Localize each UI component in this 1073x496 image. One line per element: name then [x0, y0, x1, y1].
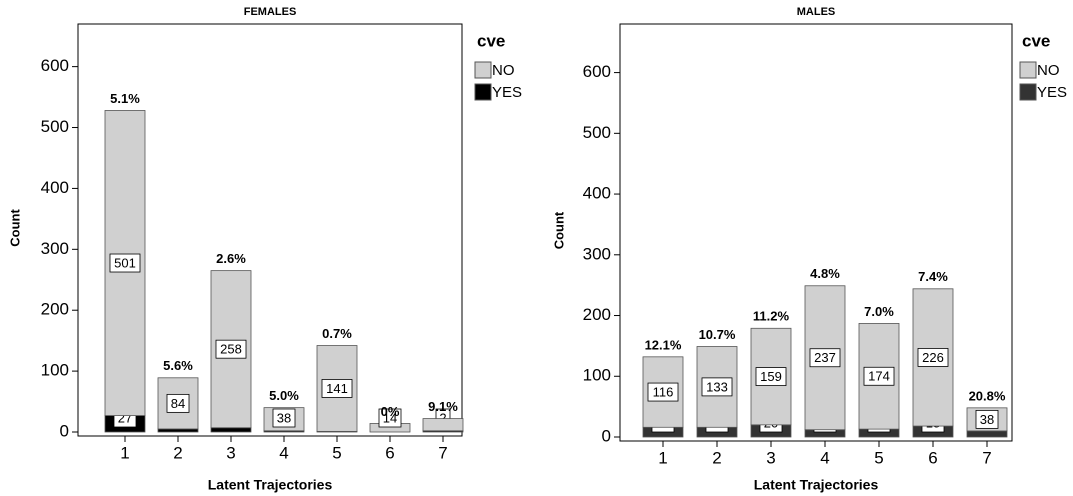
legend-label: NO — [1037, 62, 1060, 79]
x-tick-label: 5 — [874, 448, 883, 467]
x-tick-label: 2 — [173, 443, 182, 462]
x-tick-label: 4 — [820, 448, 829, 467]
percent-label: 2.6% — [216, 251, 246, 266]
bar-segment — [157, 428, 199, 433]
percent-label: 7.4% — [918, 269, 948, 284]
value-label: 2 — [439, 410, 446, 425]
y-tick-label: 300 — [41, 239, 69, 258]
y-tick-label: 100 — [41, 361, 69, 380]
y-tick-label: 500 — [41, 117, 69, 136]
legend-title: cve — [1022, 31, 1050, 50]
x-tick-label: 1 — [120, 443, 129, 462]
x-tick-label: 5 — [332, 443, 341, 462]
value-label: 84 — [171, 396, 185, 411]
legend-title: cve — [477, 31, 505, 50]
x-tick-label: 2 — [712, 448, 721, 467]
percent-label: 0.7% — [322, 326, 352, 341]
value-label-box — [755, 367, 787, 386]
y-tick-label: 0 — [602, 426, 611, 445]
value-label: 237 — [814, 350, 836, 365]
value-label: 226 — [922, 350, 944, 365]
percent-label: 0% — [381, 404, 400, 419]
value-label: 116 — [653, 384, 674, 399]
percent-label: 5.1% — [110, 91, 140, 106]
value-label-box — [166, 393, 190, 413]
y-tick-label: 600 — [583, 62, 611, 81]
legend-swatch — [474, 83, 492, 101]
value-label-box — [378, 408, 402, 428]
value-label: 38 — [277, 410, 291, 425]
percent-label: 5.0% — [269, 388, 299, 403]
legend-swatch — [474, 61, 492, 79]
y-tick-label: 200 — [41, 300, 69, 319]
value-label: 159 — [760, 369, 782, 384]
x-axis-label: Latent Trajectories — [208, 477, 333, 493]
x-axis-label: Latent Trajectories — [754, 477, 879, 493]
plot-frame — [77, 23, 463, 437]
x-tick-label: 7 — [982, 448, 991, 467]
value-label-box — [809, 348, 841, 368]
y-tick-label: 400 — [583, 184, 611, 203]
value-label-box — [863, 366, 895, 386]
percent-label: 4.8% — [810, 266, 840, 281]
percent-label: 7.0% — [864, 304, 894, 319]
x-tick-label: 3 — [766, 448, 775, 467]
value-label: 133 — [706, 379, 728, 394]
x-tick-label: 4 — [279, 443, 288, 462]
legend-swatch — [1019, 61, 1037, 79]
percent-label: 10.7% — [699, 327, 736, 342]
x-tick-label: 6 — [928, 448, 937, 467]
legend-label: YES — [1037, 84, 1067, 101]
value-label-box — [701, 377, 733, 397]
value-label-box — [321, 379, 353, 398]
x-tick-label: 1 — [658, 448, 667, 467]
y-tick-label: 400 — [41, 178, 69, 197]
y-tick-label: 200 — [583, 305, 611, 324]
y-tick-label: 0 — [60, 421, 69, 440]
y-axis-label: Count — [551, 211, 566, 249]
value-label-box — [272, 408, 296, 428]
y-tick-label: 500 — [583, 123, 611, 142]
x-tick-label: 7 — [438, 443, 447, 462]
y-tick-label: 600 — [41, 56, 69, 75]
value-label-box — [917, 348, 949, 367]
x-tick-label: 6 — [385, 443, 394, 462]
legend-swatch — [1019, 83, 1037, 101]
bar-segment — [210, 427, 252, 433]
y-tick-label: 100 — [583, 366, 611, 385]
chart-title: FEMALES — [244, 6, 297, 18]
value-label: 14 — [383, 410, 397, 425]
legend-label: NO — [492, 62, 515, 79]
value-label: 501 — [114, 255, 136, 270]
value-label-box — [215, 339, 247, 359]
percent-label: 9.1% — [428, 399, 458, 414]
percent-label: 5.6% — [163, 358, 193, 373]
chart-title: MALES — [797, 6, 836, 18]
bar-segment — [966, 430, 1008, 438]
percent-label: 20.8% — [969, 388, 1006, 403]
legend-label: YES — [492, 84, 522, 101]
value-label-box — [975, 409, 999, 429]
value-label-box — [109, 253, 141, 273]
plot-frame — [619, 23, 1013, 442]
percent-label: 12.1% — [645, 337, 682, 352]
y-tick-label: 300 — [583, 244, 611, 263]
value-label: 174 — [868, 369, 890, 384]
y-axis-label: Count — [7, 209, 22, 247]
value-label: 258 — [220, 342, 242, 357]
value-label: 38 — [980, 412, 994, 427]
percent-label: 11.2% — [753, 309, 790, 324]
value-label: 141 — [326, 381, 348, 396]
value-label-box — [647, 382, 679, 402]
x-tick-label: 3 — [226, 443, 235, 462]
bar-segment — [422, 418, 464, 432]
